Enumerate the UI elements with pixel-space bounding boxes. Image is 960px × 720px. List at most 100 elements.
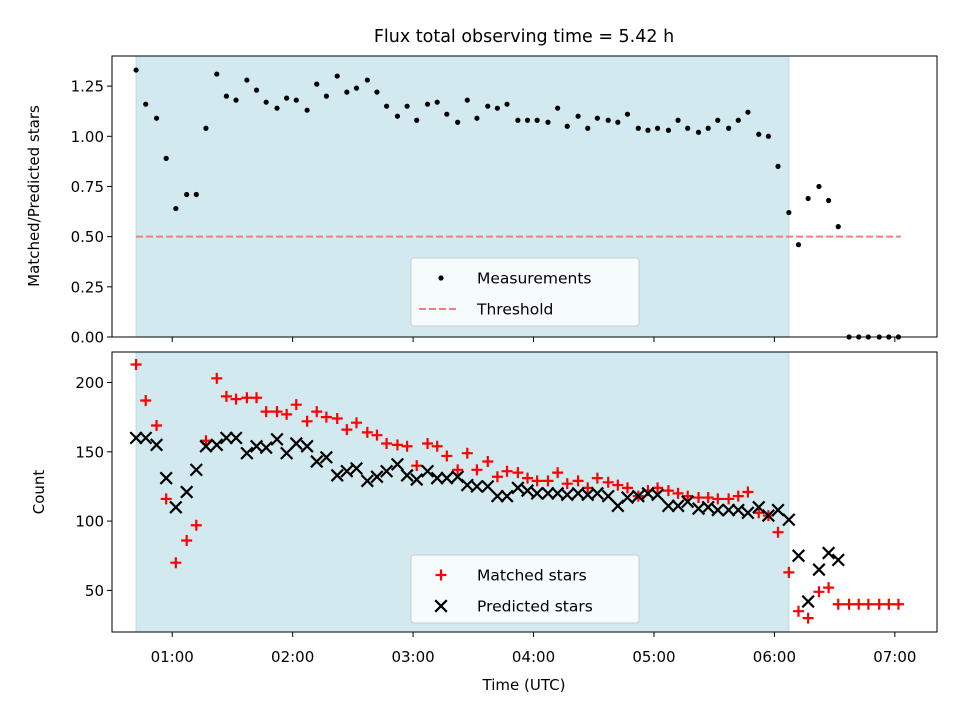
y-tick-label: 0.75: [71, 178, 104, 196]
measurement-point: [263, 99, 269, 105]
measurement-point: [835, 224, 841, 230]
y-tick-label: 1.25: [71, 78, 104, 96]
predicted-star-point: [159, 471, 173, 485]
matched-star-point: [621, 482, 633, 494]
legend-label: Matched stars: [477, 567, 587, 585]
predicted-star-point: [681, 495, 695, 509]
predicted-star-point: [530, 486, 544, 500]
matched-star-point: [271, 406, 283, 418]
measurement-point: [344, 89, 350, 95]
predicted-star-point: [711, 503, 725, 517]
matched-star-point: [531, 475, 543, 487]
measurement-point: [615, 119, 621, 125]
predicted-star-point: [330, 468, 344, 482]
matched-star-point: [350, 417, 362, 429]
predicted-star-point: [620, 490, 635, 505]
y-tick-label: 200: [75, 374, 104, 392]
predicted-star-point: [430, 471, 444, 485]
matched-star-point: [341, 424, 353, 436]
measurement-point: [756, 131, 762, 137]
x-tick-label: 06:00: [753, 648, 796, 666]
matched-star-point: [411, 460, 423, 472]
predicted-star-point: [139, 431, 153, 445]
measurement-point: [826, 197, 832, 204]
predicted-star-point: [481, 479, 495, 494]
predicted-star-point: [661, 499, 676, 513]
predicted-star-point: [831, 553, 845, 567]
matched-star-point: [783, 566, 795, 578]
matched-star-point: [892, 598, 904, 610]
measurement-point: [645, 127, 651, 133]
ratio-panel: 0.00 0.25 0.50 0.75 1.00 1.25 Matched/Predict…: [25, 55, 938, 347]
top-y-ticks: 0.00 0.25 0.50 0.75 1.00 1.25: [71, 78, 112, 347]
y-tick-label: 150: [75, 443, 104, 461]
measurement-point: [474, 115, 480, 121]
predicted-star-point: [390, 457, 405, 471]
measurement-point: [143, 101, 149, 107]
matched-star-point: [361, 426, 373, 438]
matched-star-point: [792, 605, 804, 617]
matched-star-point: [542, 475, 554, 487]
measurement-point: [726, 125, 732, 131]
predicted-star-point: [722, 503, 736, 517]
x-axis-label: Time (UTC): [482, 676, 566, 694]
matched-star-point: [853, 598, 865, 610]
matched-star-point: [873, 598, 885, 610]
matched-star-point: [301, 415, 313, 427]
measurement-point: [455, 119, 461, 125]
measurement-point: [504, 101, 510, 107]
predicted-star-point: [300, 439, 314, 453]
measurement-point: [605, 117, 611, 123]
matched-star-point: [401, 440, 413, 452]
matched-star-point: [471, 464, 483, 476]
measurement-point: [685, 125, 691, 131]
matched-star-point: [241, 392, 253, 404]
measurement-point: [654, 125, 661, 131]
predicted-star-point: [400, 468, 414, 482]
predicted-star-point: [129, 431, 143, 445]
matched-star-point: [170, 557, 182, 569]
predicted-star-point: [410, 472, 424, 487]
predicted-star-point: [229, 431, 243, 445]
matched-star-point: [331, 413, 343, 425]
predicted-star-point: [349, 461, 364, 476]
predicted-star-point: [511, 481, 525, 495]
matched-star-point: [813, 586, 825, 598]
measurement-point: [383, 103, 390, 109]
matched-star-point: [230, 393, 242, 405]
count-points: [129, 358, 904, 624]
measurement-point: [494, 105, 501, 111]
predicted-star-point: [210, 438, 224, 452]
predicted-star-point: [701, 500, 715, 514]
predicted-star-point: [380, 464, 394, 478]
measurement-point: [364, 77, 370, 83]
predicted-star-point: [310, 454, 324, 469]
legend-marker-predicted: [434, 599, 448, 613]
predicted-star-point: [500, 489, 514, 503]
legend-marker-measurement: [438, 275, 444, 281]
matched-star-point: [843, 598, 855, 610]
measurement-point: [635, 125, 641, 131]
predicted-star-point: [259, 441, 273, 455]
matched-star-point: [602, 476, 614, 488]
matched-star-point: [572, 475, 584, 487]
matched-star-point: [140, 395, 152, 407]
predicted-star-point: [490, 489, 504, 503]
measurement-point: [153, 115, 160, 121]
top-y-axis-label: Matched/Predicted stars: [25, 105, 43, 287]
predicted-star-point: [360, 474, 374, 488]
measurement-point: [745, 109, 751, 115]
measurement-point: [424, 101, 431, 107]
measurement-point: [223, 93, 230, 99]
chart-title: Flux total observing time = 5.42 h: [374, 27, 674, 47]
matched-star-point: [320, 411, 332, 423]
bottom-y-axis-label: Count: [30, 470, 48, 515]
legend-box: [410, 554, 640, 624]
predicted-star-point: [470, 479, 484, 494]
bottom-axes-frame: [111, 351, 938, 633]
measurement-point: [705, 125, 711, 131]
matched-star-point: [672, 487, 684, 499]
bottom-y-ticks: 50 100 150 200: [75, 374, 112, 600]
measurement-point: [444, 111, 450, 117]
